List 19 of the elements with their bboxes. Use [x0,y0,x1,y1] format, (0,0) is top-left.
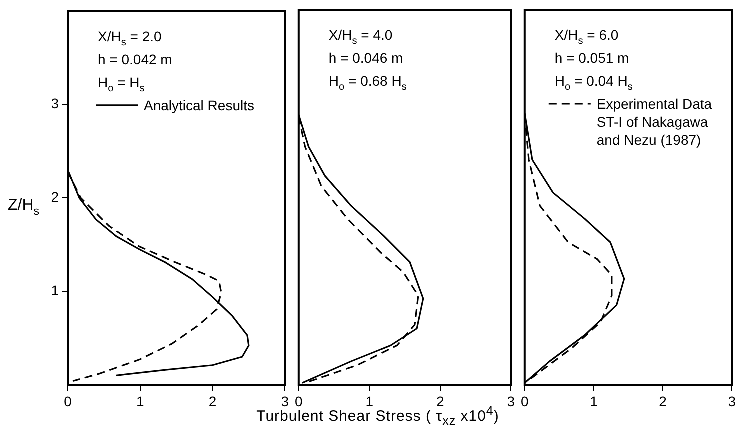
annotation: h = 0.051 m [554,50,630,66]
legend-label: Analytical Results [144,97,254,114]
y-tick-label: 1 [51,282,60,298]
x-tick-label: 1 [590,393,598,410]
y-tick-label: 2 [51,189,60,206]
x-tick-label: 0 [64,393,72,410]
x-tick-label: 3 [507,393,516,410]
annotation: h = 0.046 m [328,50,404,66]
legend-label: Experimental Data ST-I of Nakagawa and Nezu (1987) [596,96,712,148]
x-tick-label: 0 [294,393,303,410]
y-tick-label: 3 [51,96,60,112]
x-tick-label: 0 [520,393,529,410]
x-tick-label: 3 [728,393,736,410]
x-tick-label: 2 [208,393,217,410]
x-tick-label: 1 [136,393,144,410]
x-tick-label: 2 [659,393,668,410]
x-tick-label: 2 [436,393,444,410]
annotation: h = 0.042 m [98,51,172,68]
x-tick-label: 1 [366,393,374,410]
